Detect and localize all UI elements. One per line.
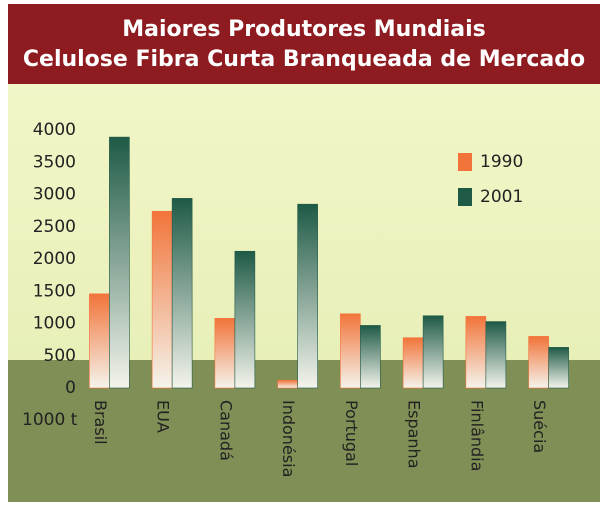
bar <box>171 198 193 389</box>
x-tick-label: Portugal <box>342 400 361 466</box>
bar <box>151 210 173 389</box>
y-tick-label: 3000 <box>33 185 76 205</box>
y-tick-label: 0 <box>65 378 76 398</box>
y-tick-label: 500 <box>44 346 76 366</box>
legend-swatch <box>458 153 472 171</box>
bar <box>297 203 318 389</box>
legend-swatch <box>458 188 472 206</box>
x-tick-label: Espanha <box>405 400 424 469</box>
x-tick-label: EUA <box>154 400 173 433</box>
bar <box>277 379 298 389</box>
y-tick-label: 1500 <box>33 281 76 301</box>
bar <box>528 336 549 389</box>
y-tick-label: 1000 <box>33 314 76 334</box>
bar <box>548 347 569 389</box>
bar <box>89 293 110 389</box>
y-tick-label: 3500 <box>33 152 76 172</box>
x-tick-label: Brasil <box>91 400 110 445</box>
bar <box>340 313 361 389</box>
bar <box>465 316 487 389</box>
bar <box>109 136 130 389</box>
bar <box>214 318 236 389</box>
legend-label: 2001 <box>480 187 523 207</box>
x-tick-label: Indonésia <box>279 400 298 477</box>
x-tick-label: Canadá <box>216 400 235 461</box>
x-tick-label: Finlândia <box>467 400 486 471</box>
bar <box>402 337 424 389</box>
y-tick-label: 2000 <box>33 249 76 269</box>
title-banner <box>8 4 600 84</box>
y-tick-label: 2500 <box>33 217 76 237</box>
legend-label: 1990 <box>480 152 523 172</box>
bar <box>234 250 256 389</box>
bar <box>485 321 507 389</box>
y-tick-label: 4000 <box>33 120 76 140</box>
x-tick-label: Suécia <box>530 400 549 453</box>
unit-label: 1000 t <box>22 410 78 430</box>
bar <box>360 325 381 389</box>
chart-subtitle: Celulose Fibra Curta Branqueada de Merca… <box>23 47 585 72</box>
chart-title: Maiores Produtores Mundiais <box>122 17 486 42</box>
bar <box>422 315 444 389</box>
